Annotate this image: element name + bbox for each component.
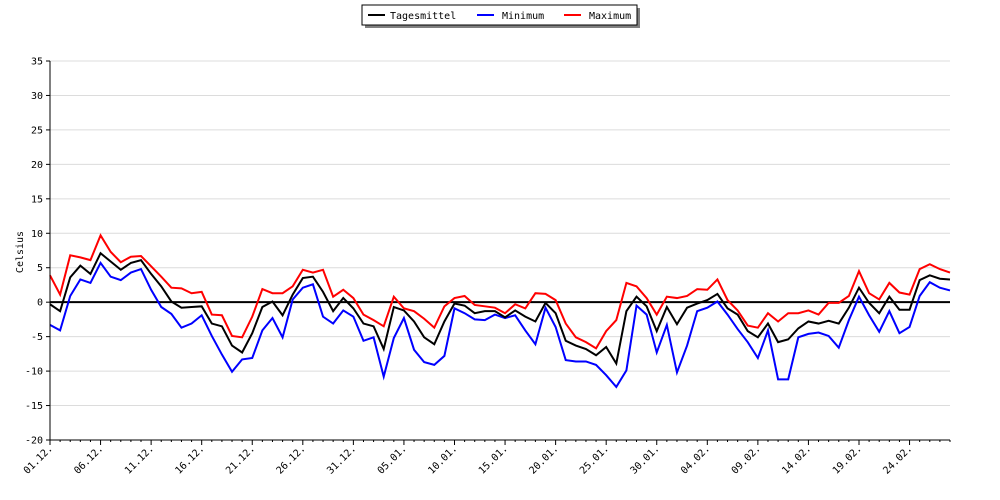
y-tick-label: 25 — [31, 125, 43, 136]
legend-label-tagesmittel: Tagesmittel — [390, 11, 456, 22]
series-line-maximum — [49, 233, 951, 350]
series-line-minimum — [49, 260, 951, 389]
y-tick-label: 20 — [31, 160, 43, 171]
legend-label-maximum: Maximum — [589, 11, 631, 22]
gridlines — [50, 60, 950, 407]
y-tick-label: -15 — [25, 401, 43, 412]
x-tick-label: 10.01. — [426, 443, 459, 476]
y-tick-label: 0 — [37, 298, 43, 309]
x-tick-label: 26.12. — [275, 443, 308, 476]
axes — [49, 61, 950, 441]
y-tick-label: -5 — [31, 332, 43, 343]
y-tick-label: 15 — [31, 194, 43, 205]
x-tick-label: 09.02. — [730, 443, 763, 476]
x-tick-label: 31.12. — [325, 443, 358, 476]
x-tick-label: 20.01. — [527, 443, 560, 476]
y-tick-label: 10 — [31, 229, 43, 240]
y-tick-label: 35 — [31, 57, 43, 68]
x-tick-label: 06.12. — [72, 443, 105, 476]
legend: Tagesmittel Minimum Maximum — [361, 4, 640, 28]
y-tick-label: 5 — [37, 263, 43, 274]
series-line-tagesmittel — [49, 251, 951, 367]
x-tick-label: 25.01. — [578, 443, 611, 476]
x-tick-label: 24.02. — [881, 443, 914, 476]
x-tick-label: 16.12. — [173, 443, 206, 476]
x-tick-label: 05.01. — [376, 443, 409, 476]
legend-box — [361, 4, 638, 26]
y-tick-label: -10 — [25, 367, 43, 378]
x-tick-label: 15.01. — [477, 443, 510, 476]
y-axis-ticks: -20 -15 -10 -5 0 5 10 15 20 25 30 35 — [25, 57, 50, 447]
x-tick-label: 04.02. — [679, 443, 712, 476]
x-tick-label: 19.02. — [831, 443, 864, 476]
x-axis-ticks: 01.12. 06.12. 11.12. 16.12. 21.12. 26.12. 31.1… — [22, 440, 951, 477]
y-tick-label: -20 — [25, 436, 43, 447]
x-tick-label: 30.01. — [629, 443, 662, 476]
y-tick-label: 30 — [31, 91, 43, 102]
legend-label-minimum: Minimum — [502, 11, 544, 22]
x-tick-label: 14.02. — [780, 443, 813, 476]
x-tick-label: 01.12. — [22, 443, 55, 476]
x-tick-label: 11.12. — [123, 443, 156, 476]
series-layer — [49, 233, 951, 389]
x-tick-label: 21.12. — [224, 443, 257, 476]
y-axis-title: Celsius — [15, 231, 26, 273]
